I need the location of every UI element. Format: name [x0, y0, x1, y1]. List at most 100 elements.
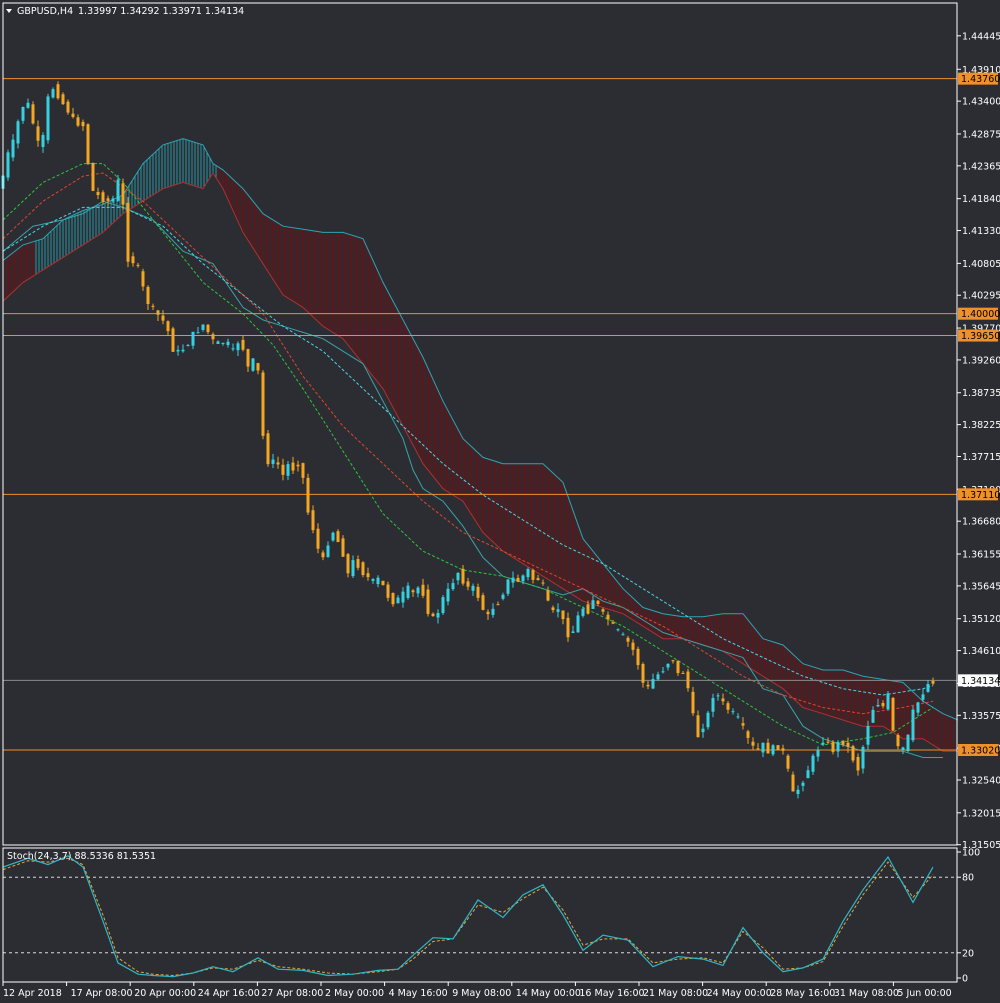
candle-body	[716, 695, 720, 697]
level-price-label: 1.37110	[961, 490, 1000, 501]
candle-body	[291, 462, 295, 471]
candle-body	[16, 121, 20, 144]
candle-body	[466, 581, 470, 587]
candle-body	[696, 715, 700, 738]
ma-cyan-line	[2, 206, 934, 696]
collapse-triangle-icon[interactable]	[6, 9, 12, 13]
candle-body	[376, 577, 380, 585]
price-tick-label: 1.44445	[962, 31, 1000, 42]
candle-body	[346, 554, 350, 574]
candle-body	[546, 590, 550, 601]
candle-body	[261, 372, 265, 436]
candle-body	[71, 113, 75, 117]
candle-body	[456, 572, 460, 581]
price-tick-label: 1.35645	[962, 581, 1000, 592]
candle-body	[506, 579, 510, 594]
candle-body	[86, 124, 90, 164]
candle-body	[221, 342, 225, 344]
candle-body	[21, 107, 25, 121]
price-tick-label: 1.36680	[962, 517, 1000, 528]
candle-body	[76, 117, 80, 126]
level-price-tag	[958, 488, 998, 501]
time-tick-label: 28 May 16:00	[770, 988, 835, 999]
candle-body	[201, 324, 205, 330]
time-tick-label: 24 May 00:00	[707, 988, 772, 999]
stoch-tick-label: 80	[962, 873, 974, 884]
time-tick-label: 20 Apr 00:00	[134, 988, 196, 999]
candle-body	[461, 568, 465, 584]
candle-body	[266, 433, 270, 465]
candle-body	[131, 256, 135, 264]
candle-body	[36, 126, 40, 141]
candle-body	[371, 579, 375, 581]
price-tick-label: 1.41330	[962, 226, 1000, 237]
candle-body	[366, 573, 370, 578]
candle-body	[596, 600, 600, 604]
level-price-tag	[958, 743, 998, 756]
candle-body	[106, 198, 110, 201]
candle-body	[471, 585, 475, 591]
candle-body	[726, 703, 730, 710]
candle-body	[411, 590, 415, 593]
candle-body	[731, 711, 735, 713]
candle-body	[906, 734, 910, 752]
level-price-label: 1.33020	[961, 745, 1000, 756]
candle-body	[826, 741, 830, 743]
candle-body	[896, 734, 900, 747]
ma-red-line	[2, 172, 934, 715]
level-price-tag	[958, 72, 998, 85]
candle-body	[521, 575, 525, 582]
candle-body	[791, 774, 795, 792]
candle-body	[641, 663, 645, 683]
current-price-label: 1.34134	[961, 676, 1000, 687]
candle-body	[231, 348, 235, 350]
candle-body	[901, 747, 905, 750]
price-tick-label: 1.42875	[962, 129, 1000, 140]
candle-body	[276, 462, 280, 465]
candle-body	[151, 305, 155, 307]
candle-body	[51, 89, 55, 98]
candle-body	[501, 594, 505, 599]
candle-body	[821, 742, 825, 745]
candle-body	[586, 604, 590, 614]
price-tick-label: 1.39770	[962, 324, 1000, 335]
stoch-tick-label: 100	[962, 848, 980, 859]
candle-body	[526, 569, 530, 578]
candle-body	[331, 532, 335, 541]
candle-body	[616, 629, 620, 631]
candle-body	[316, 528, 320, 549]
candle-body	[516, 577, 520, 582]
candle-body	[341, 538, 345, 557]
price-tick-label: 1.38225	[962, 420, 1000, 431]
price-tick-label: 1.33575	[962, 711, 1000, 722]
candle-body	[621, 634, 625, 636]
price-tick-label: 1.40295	[962, 291, 1000, 302]
candle-body	[606, 614, 610, 620]
candle-body	[591, 600, 595, 609]
candle-body	[321, 552, 325, 558]
candle-body	[121, 183, 125, 205]
candle-body	[736, 716, 740, 718]
candle-body	[216, 341, 220, 345]
candle-body	[96, 191, 100, 196]
candle-body	[576, 615, 580, 633]
ohlc-values: 1.33997 1.34292 1.33971 1.34134	[78, 6, 244, 17]
candle-body	[706, 712, 710, 728]
price-tick-label: 1.43910	[962, 65, 1000, 76]
candle-body	[846, 742, 850, 747]
candle-body	[101, 192, 105, 202]
candle-body	[761, 742, 765, 753]
candle-body	[296, 464, 300, 467]
stoch-main-line	[2, 855, 934, 978]
time-tick-label: 21 May 08:00	[643, 988, 708, 999]
candle-body	[351, 560, 355, 577]
candle-body	[141, 271, 145, 287]
candle-body	[46, 96, 50, 141]
candle-body	[481, 595, 485, 610]
ma-green-line	[2, 163, 934, 746]
senkou-span-b	[2, 172, 958, 752]
candle-body	[26, 102, 30, 108]
price-tick-label: 1.35120	[962, 614, 1000, 625]
time-tick-label: 4 May 16:00	[389, 988, 448, 999]
